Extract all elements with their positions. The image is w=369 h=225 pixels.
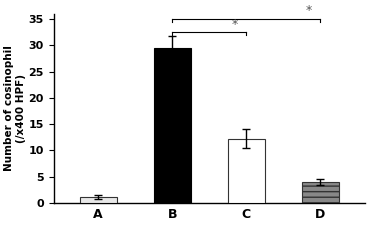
Bar (80, 197, 117, 203)
Bar (228, 139, 265, 203)
Bar (302, 182, 339, 203)
Bar (154, 48, 191, 203)
Y-axis label: Number of cosinophil
(/x400 HPF): Number of cosinophil (/x400 HPF) (4, 45, 26, 171)
Text: *: * (232, 18, 238, 31)
Text: *: * (306, 4, 313, 18)
